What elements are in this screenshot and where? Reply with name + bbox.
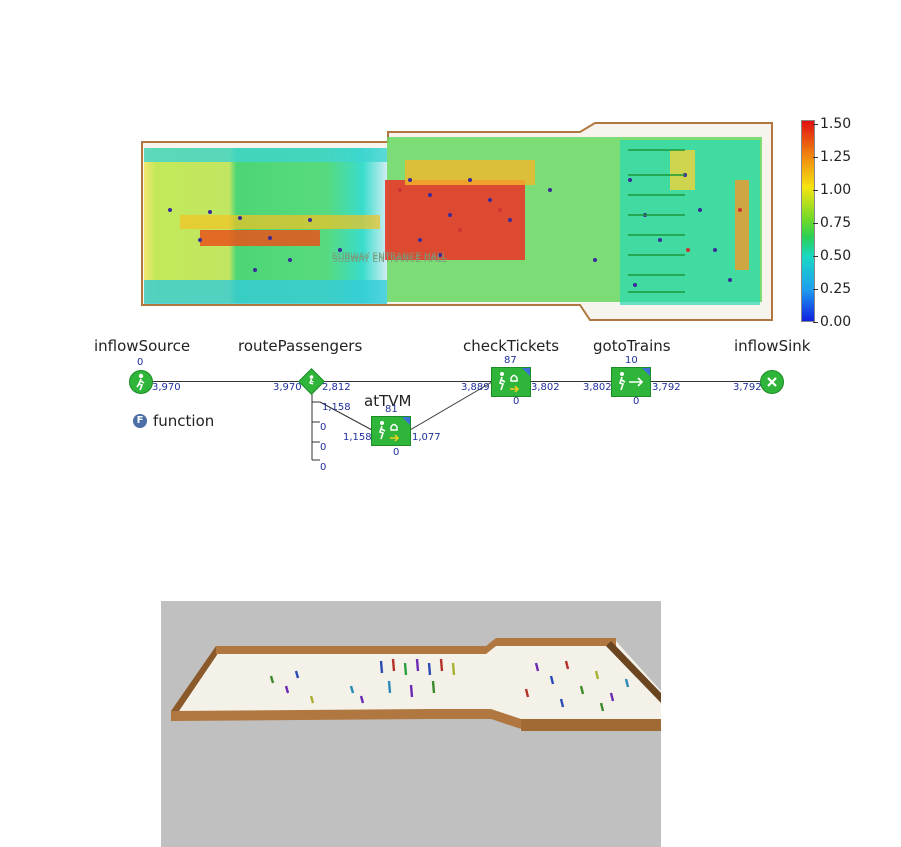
route-passengers-out: 2,812 bbox=[322, 382, 351, 393]
branch-lines bbox=[311, 381, 493, 461]
check-tickets-bottom: 0 bbox=[513, 396, 520, 407]
exit-arrow-icon bbox=[618, 368, 650, 391]
route-branch-count: 1,158 bbox=[322, 402, 351, 413]
goto-trains-node[interactable] bbox=[611, 367, 651, 397]
3d-view[interactable] bbox=[161, 601, 661, 847]
at-tvm-node[interactable] bbox=[371, 416, 411, 446]
at-tvm-in: 1,158 bbox=[343, 432, 372, 443]
flow-connector bbox=[530, 381, 612, 382]
check-tickets-node[interactable] bbox=[491, 367, 531, 397]
at-tvm-label: atTVM bbox=[364, 392, 412, 410]
density-legend-bar bbox=[801, 120, 815, 322]
goto-trains-count: 10 bbox=[625, 355, 638, 366]
sink-x-icon bbox=[767, 377, 777, 387]
flow-connector bbox=[322, 381, 492, 382]
floor-label: SUBWAY ENTRANCE HALL bbox=[332, 255, 447, 265]
density-map: SUBWAY ENTRANCE HALL bbox=[140, 120, 776, 325]
pedestrian-source-icon bbox=[136, 373, 145, 391]
check-tickets-count: 87 bbox=[504, 355, 517, 366]
route-branch-count: 0 bbox=[320, 422, 327, 433]
inflow-sink-in: 3,792 bbox=[733, 382, 762, 393]
check-tickets-label: checkTickets bbox=[463, 337, 560, 355]
at-tvm-count: 81 bbox=[385, 404, 398, 415]
ticket-service-icon bbox=[498, 368, 530, 393]
legend-tick: 0.75 bbox=[820, 215, 852, 231]
route-passengers-label: routePassengers bbox=[238, 337, 363, 355]
function-label[interactable]: function bbox=[153, 412, 215, 430]
flow-connector bbox=[650, 381, 760, 382]
legend-tick: 0.25 bbox=[820, 281, 852, 297]
legend-tick: 1.50 bbox=[820, 116, 852, 132]
inflow-sink-node[interactable] bbox=[760, 370, 784, 394]
legend-tick: 1.25 bbox=[820, 149, 852, 165]
goto-trains-in: 3,802 bbox=[583, 382, 612, 393]
flow-connector bbox=[150, 381, 310, 382]
legend-tick: 0.00 bbox=[820, 314, 852, 330]
function-icon[interactable]: F bbox=[133, 414, 147, 428]
inflow-source-out: 3,970 bbox=[152, 382, 181, 393]
route-passengers-in: 3,970 bbox=[273, 382, 302, 393]
ticket-service-icon bbox=[378, 417, 410, 442]
route-branch-count: 0 bbox=[320, 442, 327, 453]
inflow-source-label: inflowSource bbox=[94, 337, 191, 355]
legend-tick: 1.00 bbox=[820, 182, 852, 198]
goto-trains-out: 3,792 bbox=[652, 382, 681, 393]
inflow-source-node[interactable] bbox=[129, 370, 153, 394]
check-tickets-out: 3,802 bbox=[531, 382, 560, 393]
route-diamond-icon bbox=[309, 375, 314, 385]
at-tvm-out: 1,077 bbox=[412, 432, 441, 443]
check-tickets-in: 3,889 bbox=[461, 382, 490, 393]
floor-label-text: SUBWAY ENTRANCE HALL bbox=[332, 252, 447, 262]
inflow-sink-label: inflowSink bbox=[734, 337, 811, 355]
inflow-source-count: 0 bbox=[137, 357, 144, 368]
goto-trains-label: gotoTrains bbox=[593, 337, 671, 355]
route-passengers-node[interactable] bbox=[298, 368, 325, 395]
legend-tick: 0.50 bbox=[820, 248, 852, 264]
3d-scene bbox=[171, 638, 661, 731]
at-tvm-bottom: 0 bbox=[393, 447, 400, 458]
goto-trains-bottom: 0 bbox=[633, 396, 640, 407]
route-branch-count: 0 bbox=[320, 462, 327, 473]
